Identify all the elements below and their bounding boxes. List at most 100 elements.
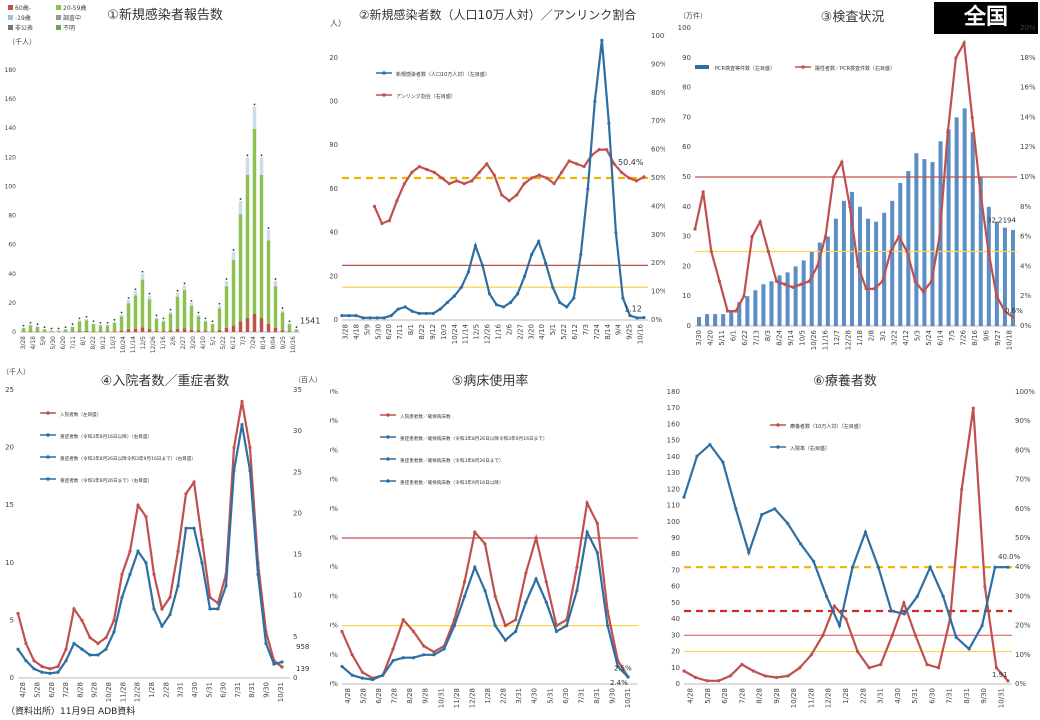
x-tick-label: 2/27	[516, 324, 524, 340]
data-point	[402, 182, 407, 186]
x-tick-label: 11/16	[821, 329, 829, 350]
data-point	[134, 288, 137, 291]
y2-tick-label: 40%	[1015, 563, 1031, 571]
x-tick-label: 6/30	[562, 688, 570, 704]
x-tick-label: 10/5	[798, 330, 806, 346]
data-point	[395, 199, 399, 203]
data-point	[575, 588, 579, 593]
bar	[210, 323, 215, 325]
data-point	[994, 666, 999, 670]
data-point	[642, 315, 646, 320]
data-point	[567, 159, 571, 163]
y-tick-label: 90	[671, 534, 680, 542]
bar	[168, 311, 173, 314]
x-tick-label: 10/16	[637, 323, 645, 344]
data-point	[371, 678, 375, 682]
end-label: 1541	[300, 316, 320, 325]
y-tick-label: 130	[667, 469, 680, 477]
x-tick-label: 6/28	[375, 688, 383, 704]
data-point	[848, 205, 852, 209]
bar	[49, 330, 54, 332]
data-point	[128, 549, 132, 553]
data-point	[897, 235, 901, 239]
data-point	[600, 38, 604, 42]
y-tick-label: 50	[682, 173, 691, 181]
y2-tick-label: 10%	[651, 288, 665, 296]
y-tick-label: 0%	[330, 680, 338, 688]
legend-swatch	[8, 25, 13, 30]
y-tick-label: 120	[667, 485, 680, 493]
data-point	[192, 480, 196, 484]
y-tick-label: 120	[5, 154, 17, 161]
y-tick-label: 100	[678, 24, 691, 32]
legend-label: 非公表	[15, 24, 33, 32]
data-point	[88, 636, 92, 640]
x-tick-label: 9/30	[263, 682, 271, 698]
data-point	[442, 647, 446, 651]
data-point	[136, 503, 140, 507]
x-tick-label: 12/28	[844, 330, 852, 350]
x-tick-label: 6/14	[936, 329, 944, 345]
bar	[140, 327, 145, 332]
bar	[28, 331, 33, 332]
data-point	[586, 187, 590, 191]
data-point	[880, 279, 885, 283]
data-point	[360, 670, 365, 674]
data-point	[381, 673, 385, 677]
y-axis-label: （人）	[330, 19, 346, 28]
data-point	[424, 311, 428, 316]
bar	[105, 331, 110, 332]
data-point	[774, 279, 779, 283]
data-point	[410, 309, 414, 313]
y2-tick-label: 5	[293, 633, 297, 641]
data-point	[993, 565, 997, 569]
data-point	[144, 515, 148, 519]
data-point	[197, 311, 200, 314]
x-tick-label: 7/31	[946, 688, 954, 704]
bar	[224, 286, 229, 328]
x-tick-label: 5/30	[50, 336, 57, 350]
y-tick-label: 110	[667, 502, 680, 510]
bar	[287, 323, 292, 325]
y-tick-label: 0	[334, 316, 338, 324]
data-point	[340, 629, 344, 634]
data-point	[96, 641, 100, 646]
chart-panel-recuperating: ⑥療養者数 0 10 20 30 40 50 60 70 80 90 100 110 120 130 140…	[650, 360, 1040, 720]
x-tick-label: 7/3	[582, 324, 590, 335]
data-point	[494, 303, 499, 307]
x-tick-label: 4/28	[687, 688, 695, 704]
data-point	[812, 559, 816, 563]
bar	[133, 291, 138, 296]
bar	[70, 326, 75, 327]
y-tick-label: 0	[687, 322, 691, 330]
x-tick-label: 6/30	[928, 688, 936, 704]
data-point	[492, 173, 496, 177]
legend-swatch	[776, 445, 780, 449]
bar	[922, 159, 927, 326]
y2-tick-label: 70%	[1015, 476, 1031, 484]
data-point	[403, 305, 407, 309]
bar	[147, 299, 152, 330]
data-point	[717, 279, 722, 283]
legend-swatch	[56, 15, 61, 20]
bar	[42, 329, 47, 332]
x-tick-label: 11/28	[807, 688, 815, 708]
legend-label: PCR検査等件数（左目盛）	[715, 65, 775, 72]
data-point	[264, 641, 268, 646]
data-point	[473, 530, 477, 534]
x-tick-label: 4/28	[344, 688, 352, 704]
legend-swatch	[386, 457, 390, 461]
bar	[154, 318, 159, 331]
data-point	[391, 647, 395, 651]
data-point	[537, 173, 541, 177]
bar	[962, 108, 967, 327]
data-point	[995, 294, 999, 298]
data-point	[507, 199, 511, 203]
x-tick-label: 8/28	[76, 682, 84, 698]
x-tick-label: 2/8	[867, 330, 875, 341]
data-point	[183, 282, 186, 285]
y-axis-label: （千人）	[8, 37, 36, 46]
y2-tick-label: 40%	[651, 202, 665, 210]
data-point	[48, 667, 52, 671]
data-point	[162, 317, 165, 320]
